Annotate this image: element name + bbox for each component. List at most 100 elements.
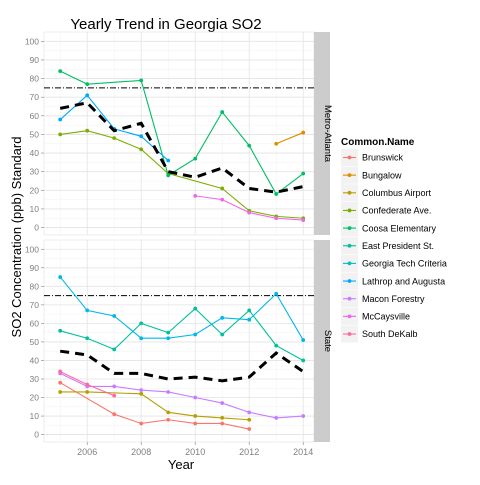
legend-label: Lathrop and Augusta (362, 276, 445, 286)
data-point (139, 134, 144, 139)
series-east-president-st- (58, 306, 306, 363)
data-point (193, 332, 198, 337)
y-tick-label: 100 (25, 36, 39, 46)
x-tick-label: 2014 (293, 447, 313, 457)
legend-label: South DeKalb (362, 329, 418, 339)
legend-label: Coosa Elementary (362, 223, 437, 233)
facet-strip (314, 32, 330, 235)
y-tick-label: 70 (30, 300, 40, 310)
data-point (247, 308, 252, 313)
x-tick-label: 2012 (239, 447, 259, 457)
data-point (112, 393, 117, 398)
y-axis-label: SO2 Concentration (ppb) Standard (9, 137, 24, 338)
y-tick-label: 80 (30, 281, 40, 291)
legend-label: McCaysville (362, 312, 410, 322)
data-point (85, 382, 90, 387)
data-point (301, 338, 306, 342)
data-point (247, 427, 252, 431)
facet-strip (314, 240, 330, 442)
series-line (59, 276, 304, 341)
data-point (166, 417, 171, 422)
data-point (274, 416, 279, 420)
legend-item: East President St. (341, 237, 434, 255)
data-point (274, 192, 279, 196)
legend-key-point (347, 173, 352, 178)
mean-dashed-line (59, 349, 305, 383)
legend-item: Brunswick (341, 149, 404, 166)
legend-label: Confederate Ave. (362, 206, 431, 216)
legend-key-point (347, 226, 352, 231)
data-point (166, 410, 171, 415)
facet-panel-0: 0 10 20 30 40 50 60 70 80 90 100 Metro-Atlanta (25, 31, 333, 236)
x-tick-label: 2006 (77, 447, 97, 457)
data-point (139, 78, 144, 83)
data-point (58, 132, 63, 137)
legend-item: Columbus Airport (341, 184, 432, 202)
y-tick-label: 40 (30, 355, 40, 365)
series-line (60, 307, 304, 361)
data-point (112, 136, 117, 141)
data-point (112, 384, 117, 389)
legend-key-point (347, 314, 352, 319)
legend-item: Macon Forestry (341, 290, 425, 308)
legend-item: Georgia Tech Criteria (341, 254, 447, 272)
data-point (58, 275, 63, 279)
mean-dashed-line (59, 101, 304, 194)
series-south-dekalb (58, 369, 117, 398)
legend-label: East President St. (362, 241, 434, 251)
data-point (301, 130, 306, 135)
data-point (58, 390, 63, 394)
legend-key-point (347, 261, 352, 266)
series-coosa-elementary (58, 69, 306, 196)
data-point (274, 291, 279, 296)
legend: Brunswick Bungalow Columbus Airport Confede… (341, 149, 447, 343)
data-point (220, 401, 225, 405)
data-point (139, 321, 144, 326)
legend-item: Lathrop and Augusta (341, 272, 445, 290)
legend-label: Brunswick (362, 153, 404, 163)
data-point (247, 417, 252, 422)
x-tick-label: 2008 (131, 447, 151, 457)
data-point (85, 82, 90, 87)
data-point (193, 395, 198, 400)
chart-title: Yearly Trend in Georgia SO2 (70, 16, 261, 33)
legend-item: Confederate Ave. (341, 201, 431, 219)
data-point (85, 336, 90, 341)
data-point (166, 158, 171, 163)
series-line (59, 372, 304, 419)
y-tick-label: 10 (30, 204, 40, 214)
data-point (220, 197, 225, 202)
data-point (193, 306, 198, 311)
x-axis-label: Year (168, 457, 195, 472)
y-tick-label: 10 (30, 411, 40, 421)
data-point (301, 171, 306, 176)
panel-background (43, 31, 315, 236)
data-point (112, 412, 117, 417)
series-columbus-airport (58, 390, 252, 422)
data-point (58, 380, 63, 385)
data-point (85, 93, 90, 98)
data-point (166, 173, 171, 178)
data-point (58, 69, 63, 74)
data-point (139, 388, 144, 393)
y-tick-label: 60 (30, 318, 40, 328)
legend-key-point (347, 155, 352, 160)
data-point (220, 332, 225, 337)
y-tick-label: 60 (30, 111, 40, 121)
series-mccaysville (193, 193, 306, 223)
series-bungalow (274, 130, 306, 146)
data-point (220, 315, 225, 320)
legend-key-point (347, 332, 352, 336)
series-lathrop-and-augusta (58, 275, 306, 342)
data-point (112, 314, 117, 318)
y-tick-label: 90 (30, 263, 40, 273)
legend-label: Georgia Tech Criteria (362, 259, 447, 269)
y-tick-label: 30 (30, 167, 40, 177)
y-tick-label: 70 (30, 92, 40, 102)
legend-item: South DeKalb (341, 325, 418, 343)
y-tick-label: 20 (30, 185, 40, 195)
data-point (85, 308, 90, 313)
legend-key-point (347, 296, 352, 301)
legend-label: Columbus Airport (362, 188, 432, 198)
